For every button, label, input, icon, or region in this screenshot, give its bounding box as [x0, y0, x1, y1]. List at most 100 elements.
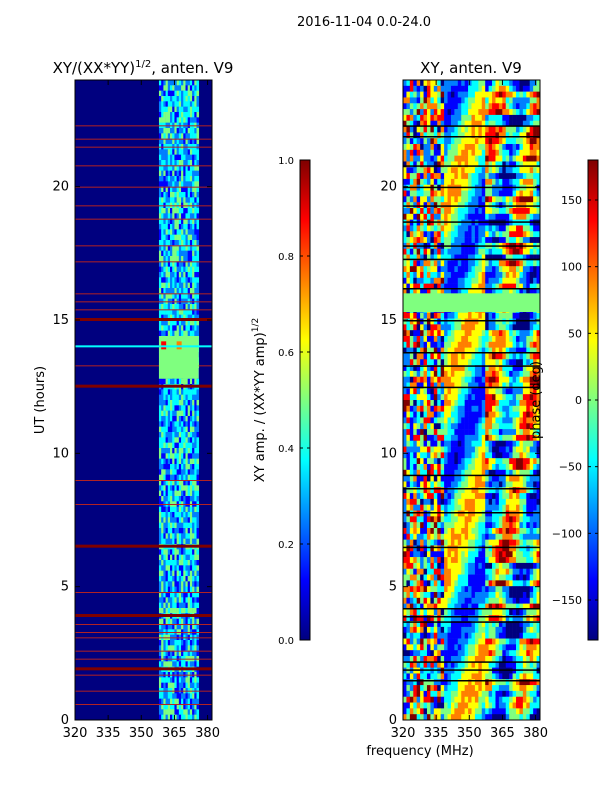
heatmap-cell [485, 126, 489, 133]
heatmap-cell [409, 155, 414, 162]
heatmap-cell [502, 440, 507, 447]
heatmap-cell [192, 405, 195, 411]
heatmap-cell [174, 90, 177, 97]
heatmap-cell [536, 109, 540, 116]
heatmap-cell [170, 80, 173, 86]
heatmap-cell [444, 324, 448, 331]
heatmap-cell [183, 410, 186, 417]
heatmap-cell [181, 560, 184, 566]
heatmap-cell [457, 423, 462, 430]
heatmap-cell [170, 602, 173, 609]
heatmap-cell [516, 260, 520, 267]
heatmap-cell [478, 475, 483, 482]
heatmap-cell [481, 370, 486, 378]
heatmap-cell [533, 149, 537, 156]
heatmap-cell [416, 208, 421, 215]
heatmap-cell [485, 178, 489, 186]
heatmap-cell [189, 554, 193, 561]
heatmap-cell [194, 85, 197, 91]
heatmap-cell [457, 382, 462, 389]
heatmap-cell [430, 225, 435, 232]
heatmap-cell [437, 85, 441, 92]
heatmap-cell [485, 272, 489, 279]
heatmap-cell [183, 176, 186, 182]
heatmap-cell [481, 330, 486, 337]
heatmap-cell [409, 161, 414, 168]
heatmap-cell [192, 496, 195, 502]
heatmap-cell [433, 434, 438, 442]
heatmap-cell [176, 309, 180, 315]
heatmap-cell [444, 475, 448, 482]
heatmap-cell [512, 458, 517, 465]
heatmap-cell [457, 225, 462, 232]
heatmap-cell [165, 528, 169, 534]
heatmap-cell [158, 117, 162, 123]
heatmap-cell [536, 272, 540, 279]
heatmap-cell [526, 155, 531, 162]
heatmap-cell [172, 608, 175, 614]
heatmap-cell [433, 469, 438, 476]
heatmap-cell [172, 314, 175, 321]
heatmap-cell [426, 429, 431, 436]
heatmap-cell [176, 421, 180, 427]
heatmap-cell [444, 190, 448, 197]
heatmap-cell [533, 394, 537, 401]
heatmap-cell [495, 411, 500, 418]
heatmap-cell [478, 167, 483, 174]
heatmap-cell [187, 538, 191, 545]
heatmap-cell [447, 114, 452, 122]
heatmap-cell [420, 376, 424, 383]
heatmap-cell [192, 474, 195, 481]
heatmap-cell [505, 330, 510, 337]
heatmap-cell [495, 347, 500, 354]
heatmap-cell [461, 144, 465, 151]
heatmap-cell [433, 272, 438, 279]
heatmap-cell [163, 517, 166, 523]
heatmap-cell [420, 91, 424, 98]
heatmap-cell [430, 126, 435, 133]
heatmap-cell [526, 394, 531, 401]
heatmap-cell [423, 266, 428, 273]
heatmap-cell [170, 512, 173, 518]
heatmap-cell [413, 132, 417, 139]
heatmap-cell [409, 167, 414, 174]
heatmap-cell [178, 224, 182, 230]
heatmap-cell [185, 608, 188, 614]
heatmap-cell [187, 528, 191, 534]
heatmap-cell [426, 213, 431, 220]
heatmap-cell [409, 405, 414, 412]
heatmap-cell [450, 109, 455, 116]
heatmap-cell [471, 330, 476, 337]
heatmap-cell [406, 178, 411, 186]
heatmap-cell [492, 167, 496, 174]
heatmap-cell [471, 347, 476, 354]
heatmap-cell [461, 417, 465, 424]
heatmap-cell [468, 231, 472, 238]
heatmap-cell [533, 283, 537, 290]
heatmap-cell [163, 661, 166, 667]
heatmap-cell [509, 173, 513, 180]
heatmap-cell [194, 512, 197, 518]
heatmap-cell [512, 91, 517, 98]
heatmap-cell [170, 400, 173, 406]
heatmap-cell [444, 103, 448, 110]
heatmap-cell [509, 464, 513, 471]
heatmap-cell [450, 440, 455, 447]
heatmap-cell [526, 190, 531, 197]
heatmap-cell [416, 376, 421, 383]
heatmap-cell [161, 309, 164, 315]
heatmap-cell [440, 225, 445, 232]
heatmap-cell [461, 324, 465, 331]
heatmap-cell [161, 112, 164, 118]
heatmap-cell [176, 602, 180, 609]
heatmap-cell [187, 517, 191, 523]
heatmap-cell [461, 114, 465, 122]
heatmap-cell [526, 85, 531, 92]
heatmap-cell [522, 120, 527, 127]
heatmap-cell [533, 155, 537, 162]
heatmap-cell [447, 446, 452, 453]
heatmap-cell [178, 208, 182, 214]
heatmap-cell [158, 256, 162, 262]
heatmap-cell [478, 97, 483, 104]
heatmap-cell [187, 570, 191, 577]
